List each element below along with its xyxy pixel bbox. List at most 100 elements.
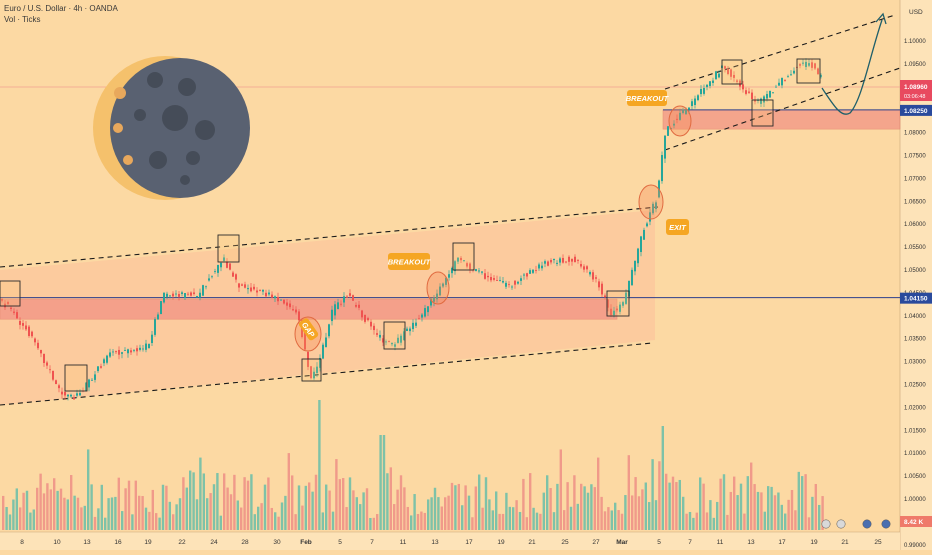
candle-body: [619, 304, 621, 312]
volume-bar: [464, 485, 467, 530]
candle-body: [256, 290, 258, 293]
event-flag-icon[interactable]: [862, 519, 872, 529]
time-tick-label: 13: [431, 539, 439, 546]
volume-bar: [563, 510, 566, 530]
candle-body: [526, 273, 528, 277]
candle-body: [811, 62, 813, 68]
price-tick-label: 1.06000: [904, 222, 926, 228]
volume-bar: [274, 512, 277, 530]
time-tick-label: Mar: [616, 539, 628, 546]
volume-bar: [63, 497, 66, 530]
candle-body: [724, 66, 726, 69]
volume-bar: [287, 453, 290, 530]
volume-bar: [342, 478, 345, 530]
volume-bar: [624, 495, 627, 530]
candle-body: [139, 347, 141, 350]
highlight-box: [452, 242, 475, 271]
candle-body: [754, 100, 756, 102]
upper-channel-lower-line: [664, 67, 901, 151]
volume-bar: [501, 513, 505, 530]
volume-bar: [695, 512, 698, 530]
volume-bar: [100, 484, 103, 530]
volume-bar: [155, 513, 158, 530]
candle-body: [340, 303, 342, 305]
volume-bar: [627, 455, 630, 530]
candle-body: [187, 293, 189, 295]
volume-bar: [620, 513, 624, 530]
candle-body: [166, 293, 168, 297]
breakout-label-2-bg: [627, 90, 667, 106]
candle-body: [355, 304, 357, 307]
candle-body: [790, 74, 792, 76]
candle-body: [637, 248, 639, 264]
event-flag-icon[interactable]: [836, 519, 846, 529]
candle-body: [742, 84, 744, 90]
candle-body: [16, 312, 18, 319]
candle-body: [334, 304, 336, 316]
candle-body: [265, 292, 267, 297]
price-tick-label: 1.09500: [904, 62, 926, 68]
volume-bar: [467, 495, 471, 530]
candle-body: [211, 276, 213, 278]
volume-bar: [73, 495, 76, 530]
volume-bar: [189, 470, 192, 530]
breakout-label-1: BREAKOUT: [388, 253, 432, 270]
volume-bar: [83, 505, 86, 530]
candle-body: [580, 264, 582, 267]
time-tick-label: 28: [241, 539, 249, 546]
volume-bar: [19, 507, 22, 530]
support-zone: [0, 298, 618, 320]
candle-body: [793, 70, 795, 74]
candle-body: [820, 75, 822, 77]
candle-body: [136, 348, 138, 352]
volume-bar: [559, 449, 562, 530]
volume-bar: [389, 467, 392, 530]
candle-body: [115, 351, 117, 353]
candle-body: [781, 77, 783, 86]
volume-bar: [736, 495, 739, 530]
candle-body: [787, 76, 789, 78]
candle-body: [70, 394, 72, 397]
volume-bar: [413, 494, 416, 530]
candle-body: [685, 109, 687, 115]
volume-bar: [318, 400, 321, 530]
candle-body: [460, 257, 462, 261]
candle-body: [229, 263, 231, 270]
candle-body: [52, 370, 54, 380]
candle-body: [487, 275, 489, 278]
candle-body: [565, 261, 567, 263]
candle-body: [34, 338, 36, 343]
price-tick-label: 1.00000: [904, 497, 926, 503]
volume-bar: [335, 459, 338, 530]
candle-body: [331, 309, 333, 322]
volume-bar: [447, 495, 450, 530]
candle-body: [106, 355, 108, 363]
volume-bar: [110, 497, 114, 530]
volume-bar: [192, 472, 195, 530]
candle-body: [244, 284, 246, 288]
volume-bar: [12, 499, 15, 530]
candle-body: [157, 314, 159, 320]
candle-body: [127, 349, 129, 354]
event-flag-icon[interactable]: [881, 519, 891, 529]
volume-bar: [284, 495, 287, 530]
candle-body: [640, 236, 642, 253]
candle-body: [496, 280, 498, 281]
candle-body: [634, 260, 636, 272]
candle-body: [145, 343, 147, 350]
volume-bar: [784, 513, 787, 530]
volume-bar: [39, 473, 42, 530]
volume-bar: [535, 512, 539, 530]
candle-body: [142, 348, 144, 350]
volume-bar: [22, 492, 25, 530]
candle-body: [442, 283, 444, 287]
volume-bar: [219, 515, 222, 530]
moon-crater: [123, 155, 133, 165]
price-tick-label: 1.02500: [904, 383, 926, 389]
event-flag-icon[interactable]: [821, 519, 831, 529]
highlight-box: [301, 358, 322, 382]
volume-bar: [87, 449, 90, 530]
candle-body: [613, 310, 615, 316]
